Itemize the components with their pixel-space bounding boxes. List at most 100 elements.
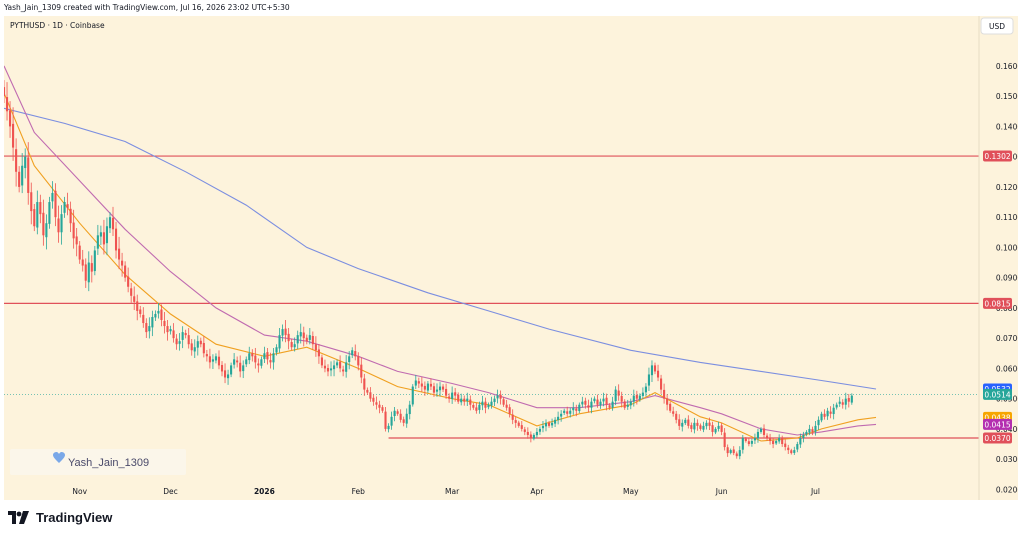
candle-body — [202, 342, 205, 354]
tradingview-brand: TradingView — [36, 509, 113, 525]
candle-body — [323, 365, 327, 369]
candle-body — [747, 441, 750, 445]
candle-body — [484, 401, 487, 408]
candles-layer — [4, 80, 853, 460]
candle-body — [811, 429, 814, 432]
candle-body — [108, 217, 112, 229]
price-chart[interactable]: 0.16000.15000.14000.13000.12000.11000.10… — [4, 16, 1018, 500]
candle-body — [54, 190, 57, 218]
candle-body — [290, 342, 293, 348]
candle-body — [348, 356, 351, 362]
candle-body — [841, 402, 844, 405]
candle-body — [175, 338, 178, 345]
candle-body — [808, 428, 811, 433]
ema-mid-line — [4, 65, 877, 436]
candle-body — [632, 395, 635, 402]
candle-body — [799, 437, 802, 445]
candle-body — [217, 356, 221, 366]
candle-body — [233, 359, 236, 365]
candle-body — [172, 330, 175, 339]
candle-body — [523, 429, 526, 432]
candle-body — [669, 403, 672, 411]
candle-body — [599, 401, 602, 406]
candle-body — [445, 388, 448, 396]
candle-body — [369, 392, 372, 399]
candle-body — [196, 341, 199, 348]
candle-body — [663, 389, 666, 399]
candle-body — [266, 352, 269, 360]
candle-body — [36, 202, 39, 228]
candle-body — [517, 422, 520, 426]
candle-body — [511, 414, 514, 420]
candle-body — [81, 259, 84, 266]
candle-body — [660, 378, 663, 390]
candle-body — [708, 422, 711, 426]
candle-body — [214, 356, 218, 361]
candle-body — [832, 407, 835, 415]
candle-body — [675, 413, 678, 420]
candle-body — [60, 214, 63, 233]
candle-body — [820, 413, 823, 421]
candle-body — [478, 404, 481, 410]
tradingview-logo[interactable]: TradingView — [8, 509, 112, 525]
ema-slow-line — [4, 107, 877, 390]
candle-body — [342, 369, 345, 372]
price-tag-label: 0.0370 — [984, 434, 1010, 443]
candle-body — [193, 347, 196, 352]
candle-body — [563, 410, 566, 413]
candle-body — [169, 329, 172, 332]
candle-body — [687, 419, 690, 426]
candle-body — [223, 370, 227, 378]
candle-body — [160, 309, 163, 321]
candle-body — [111, 217, 115, 230]
candle-body — [257, 363, 260, 366]
candle-body — [357, 356, 360, 366]
candle-body — [684, 419, 687, 424]
candle-body — [575, 408, 578, 411]
candle-body — [499, 394, 502, 399]
candle-body — [414, 380, 417, 386]
candle-body — [42, 212, 45, 236]
candle-body — [372, 397, 375, 402]
x-tick-label: Apr — [530, 487, 544, 496]
candle-body — [569, 410, 572, 414]
candle-body — [457, 394, 460, 402]
candle-body — [163, 320, 166, 327]
candle-body — [396, 411, 399, 414]
candle-body — [5, 97, 9, 112]
candle-body — [51, 192, 54, 202]
candle-body — [796, 444, 799, 450]
candle-body — [124, 265, 127, 278]
candle-body — [299, 332, 302, 337]
candle-body — [118, 248, 121, 260]
candle-body — [45, 223, 48, 238]
candle-body — [78, 245, 81, 260]
candle-body — [532, 434, 535, 439]
candle-body — [184, 332, 187, 336]
symbol-title: PYTHUSD · 1D · Coinbase — [10, 21, 105, 30]
candle-body — [75, 236, 78, 245]
candle-body — [759, 428, 763, 432]
candle-body — [275, 347, 278, 353]
candle-body — [326, 368, 330, 372]
candle-body — [127, 276, 130, 287]
currency-box[interactable] — [980, 17, 1014, 35]
candle-body — [90, 263, 93, 272]
candle-body — [490, 401, 493, 406]
candle-body — [21, 165, 24, 186]
candle-body — [96, 235, 99, 249]
candle-body — [538, 428, 542, 432]
candle-body — [729, 450, 732, 453]
candle-body — [378, 404, 381, 408]
candle-body — [227, 374, 230, 379]
candle-body — [272, 353, 275, 363]
candle-body — [254, 355, 257, 363]
candle-body — [829, 411, 832, 414]
candle-body — [720, 425, 723, 432]
candle-body — [66, 204, 69, 209]
chart-area[interactable]: 0.16000.15000.14000.13000.12000.11000.10… — [4, 16, 1018, 500]
candle-body — [750, 441, 753, 444]
candle-body — [305, 337, 308, 342]
candle-body — [18, 171, 21, 187]
